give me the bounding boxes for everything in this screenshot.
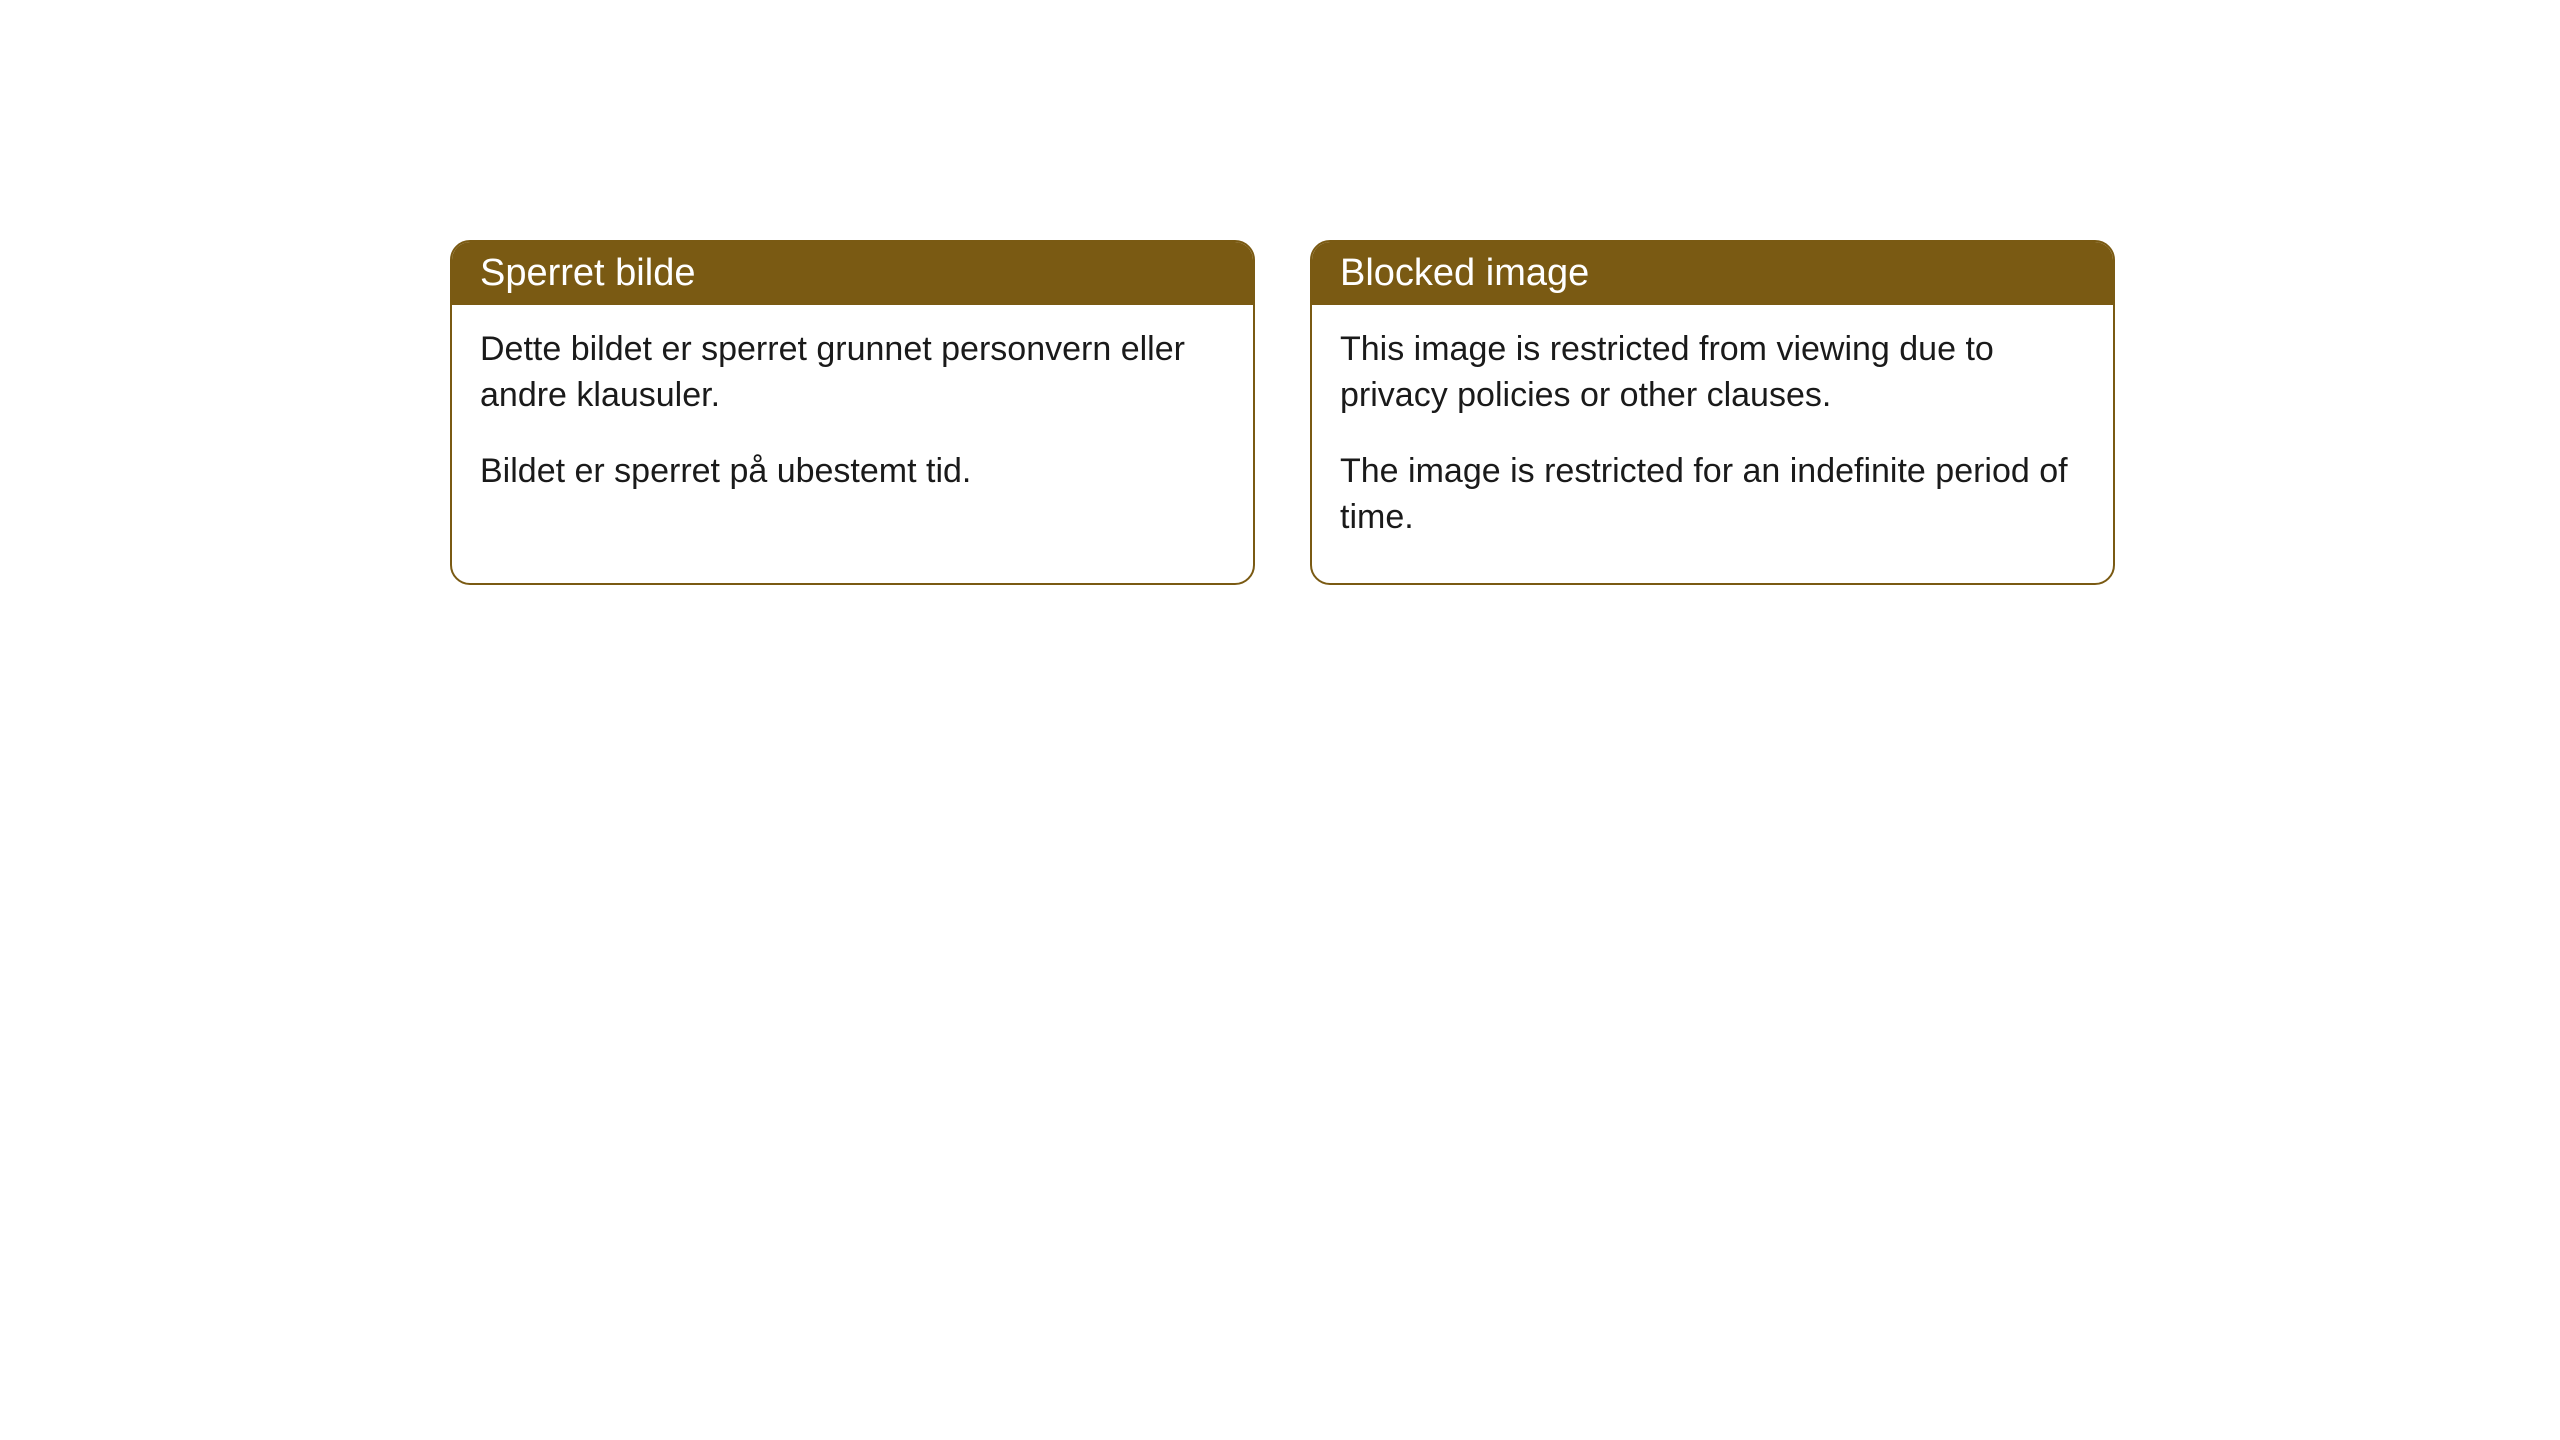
card-title: Blocked image [1340,252,1589,294]
card-body: This image is restricted from viewing du… [1312,305,2113,583]
card-paragraph-1: This image is restricted from viewing du… [1340,327,2085,419]
blocked-image-card-norwegian: Sperret bilde Dette bildet er sperret gr… [450,240,1255,585]
card-title: Sperret bilde [480,252,695,294]
card-paragraph-2: The image is restricted for an indefinit… [1340,449,2085,541]
blocked-image-card-english: Blocked image This image is restricted f… [1310,240,2115,585]
card-paragraph-2: Bildet er sperret på ubestemt tid. [480,449,1225,495]
card-paragraph-1: Dette bildet er sperret grunnet personve… [480,327,1225,419]
card-header: Blocked image [1312,242,2113,305]
cards-container: Sperret bilde Dette bildet er sperret gr… [0,0,2560,585]
card-header: Sperret bilde [452,242,1253,305]
card-body: Dette bildet er sperret grunnet personve… [452,305,1253,537]
